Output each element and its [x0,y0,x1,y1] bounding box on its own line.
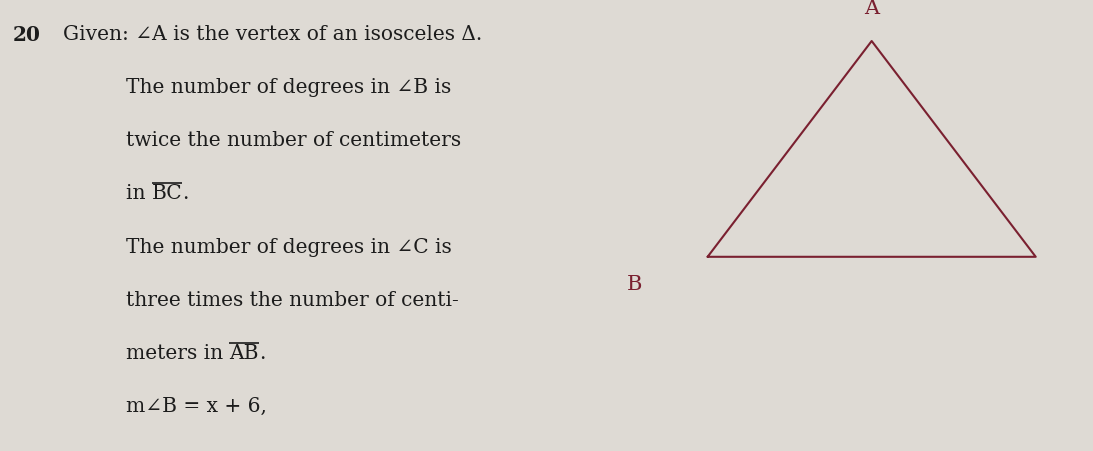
Text: AB: AB [230,344,259,363]
Text: BC: BC [152,184,183,203]
Text: The number of degrees in ∠B is: The number of degrees in ∠B is [126,78,451,97]
Text: three times the number of centi-: three times the number of centi- [126,291,458,310]
Text: .: . [183,184,189,203]
Text: 20: 20 [13,25,42,45]
Text: twice the number of centimeters: twice the number of centimeters [126,131,461,150]
Text: .: . [259,344,266,363]
Text: meters in: meters in [126,344,230,363]
Text: in: in [126,184,152,203]
Text: A: A [865,0,879,18]
Text: The number of degrees in ∠C is: The number of degrees in ∠C is [126,238,451,257]
Text: Given: ∠A is the vertex of an isosceles Δ.: Given: ∠A is the vertex of an isosceles … [63,25,483,44]
Text: B: B [626,275,642,294]
Text: m∠B = x + 6,: m∠B = x + 6, [126,397,267,416]
